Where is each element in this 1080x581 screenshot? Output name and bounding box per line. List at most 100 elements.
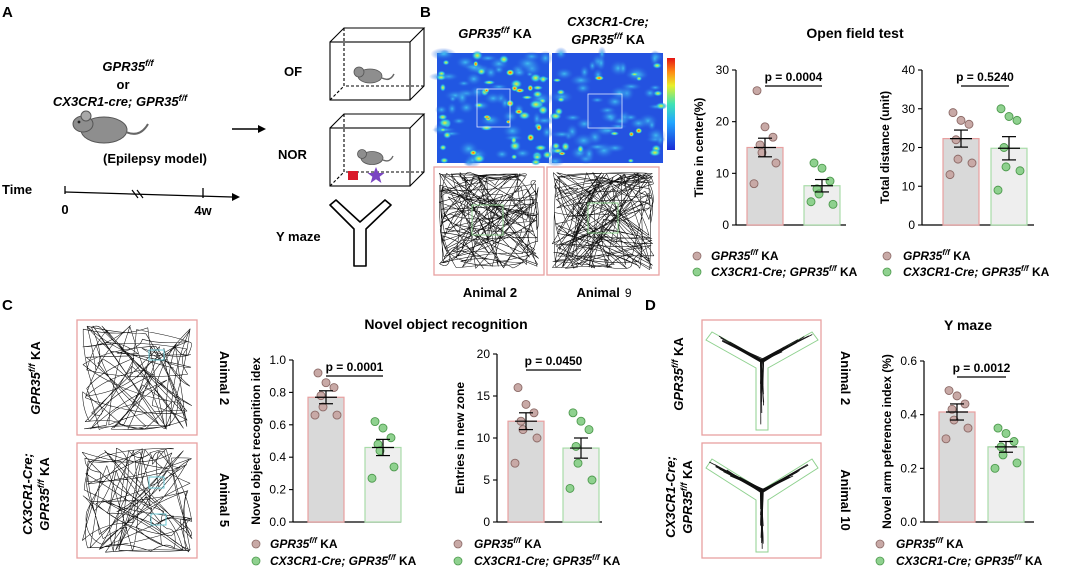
- data-point: [963, 423, 973, 433]
- movement-path: [721, 340, 764, 363]
- heat-spot: [482, 80, 496, 85]
- data-point: [749, 179, 759, 189]
- data-point: [576, 416, 586, 426]
- heat-spot: [534, 144, 547, 152]
- heat-spot: [554, 67, 575, 81]
- data-point: [1001, 162, 1011, 172]
- movement-path: [82, 325, 192, 430]
- y-tick-label: 0.6: [900, 354, 917, 368]
- y-axis-label: Novel object recognition idex: [249, 357, 263, 525]
- heat-spot: [471, 50, 483, 61]
- y-tick-label: 0.8: [269, 385, 286, 399]
- y-tick-label: 0.4: [900, 408, 917, 422]
- legend-c-right: GPR35f/f KA CX3CR1-Cre; GPR35f/f KA: [453, 536, 621, 568]
- test-label-of: OF: [284, 64, 302, 79]
- data-point: [1012, 115, 1022, 125]
- data-point: [999, 143, 1009, 152]
- heat-spot: [574, 82, 592, 95]
- heat-spot: [551, 142, 561, 150]
- animal-label-c1: Animal 2: [217, 351, 232, 405]
- legend-c-left: GPR35f/f KA CX3CR1-Cre; GPR35f/f KA: [251, 536, 417, 568]
- legend-d-g2: CX3CR1-Cre; GPR35f/f KA: [896, 553, 1043, 568]
- data-point: [510, 458, 520, 468]
- heat-spot: [472, 153, 486, 164]
- y-maze-icon: [329, 199, 392, 267]
- heat-spot: [498, 54, 510, 64]
- heat-spot: [448, 94, 457, 103]
- novel-object-star-icon: [367, 167, 385, 183]
- c-row2-label-line2: GPR35f/f KA: [36, 457, 52, 531]
- data-point: [1004, 112, 1014, 121]
- data-point: [367, 473, 377, 483]
- heat-spot: [609, 85, 630, 101]
- y-tick-label: 20: [716, 115, 730, 129]
- data-point: [771, 158, 781, 168]
- heat-spot: [557, 96, 566, 103]
- y-tick-label: 10: [716, 166, 730, 180]
- y-axis-label: Novel arm peference index (%): [880, 354, 894, 529]
- data-point: [1001, 429, 1011, 438]
- data-point: [828, 199, 838, 209]
- ymaze-title: Y maze: [944, 317, 992, 333]
- p-value-label: p = 0.0001: [326, 360, 384, 374]
- chart-of-total-distance: 0 10 20 30 40 Total distance (unit) p = 0.5240: [878, 63, 1034, 232]
- data-point: [1012, 458, 1022, 468]
- data-point: [947, 404, 957, 414]
- data-point: [584, 425, 594, 435]
- timeline-arrow: [64, 186, 240, 201]
- heat-spot: [451, 117, 467, 125]
- panel-letter-a: A: [2, 4, 13, 21]
- animal-label-b1: Animal 2: [463, 285, 517, 300]
- heat-spot: [439, 144, 447, 151]
- heat-spot: [545, 156, 566, 167]
- heat-spot: [575, 117, 594, 131]
- heatmap-colorbar: [667, 58, 675, 150]
- data-point: [321, 378, 331, 388]
- familiar-object-square-icon: [348, 171, 358, 180]
- heat-spot: [511, 85, 519, 92]
- heat-spot: [514, 108, 524, 115]
- heat-spot: [529, 73, 542, 83]
- data-point: [532, 433, 542, 443]
- heat-spot: [554, 107, 564, 116]
- data-point: [313, 368, 323, 378]
- heat-spot: [539, 75, 548, 84]
- track-plot-c-ko: [76, 442, 198, 559]
- heat-spot: [611, 116, 630, 126]
- data-point: [378, 423, 388, 433]
- legend-b-right-g1: GPR35f/f KA: [903, 248, 971, 263]
- heat-spot: [437, 113, 448, 121]
- heat-spot: [469, 149, 478, 156]
- y-axis-label: Time in center(%): [692, 98, 706, 198]
- data-point: [760, 122, 770, 132]
- movement-path: [760, 490, 764, 514]
- heatmap-col2-title-line2: GPR35f/f KA: [571, 31, 645, 47]
- animal-label-d2: Animal 10: [838, 469, 853, 530]
- data-point: [945, 170, 955, 180]
- y-tick-label: 10: [477, 431, 491, 445]
- y-tick-label: 0.2: [900, 461, 917, 475]
- y-tick-label: 15: [477, 389, 491, 403]
- data-point: [1015, 166, 1025, 176]
- bar: [364, 446, 402, 523]
- heat-spot: [558, 151, 566, 156]
- track-plot-ko: [546, 166, 660, 276]
- d-row2-label-line2: GPR35f/f KA: [679, 460, 695, 534]
- movement-path: [761, 335, 809, 360]
- data-point: [318, 402, 328, 412]
- data-point: [952, 391, 962, 401]
- epilepsy-model-label: (Epilepsy model): [103, 151, 207, 166]
- data-point: [375, 446, 385, 456]
- data-point: [825, 176, 835, 186]
- heat-spot: [655, 102, 668, 110]
- data-point: [568, 408, 578, 418]
- chart-of-time-in-center: 0 10 20 30 Time in center(%) p = 0.0004: [692, 63, 846, 232]
- legend-d-g1: GPR35f/f KA: [896, 536, 964, 551]
- data-point: [806, 197, 816, 207]
- animal-label-d1: Animal 2: [838, 351, 853, 405]
- heat-spot: [483, 87, 490, 93]
- movement-path: [760, 361, 763, 387]
- open-field-title: Open field test: [806, 25, 904, 41]
- heat-spot: [629, 72, 640, 77]
- p-value-label: p = 0.0450: [525, 354, 583, 368]
